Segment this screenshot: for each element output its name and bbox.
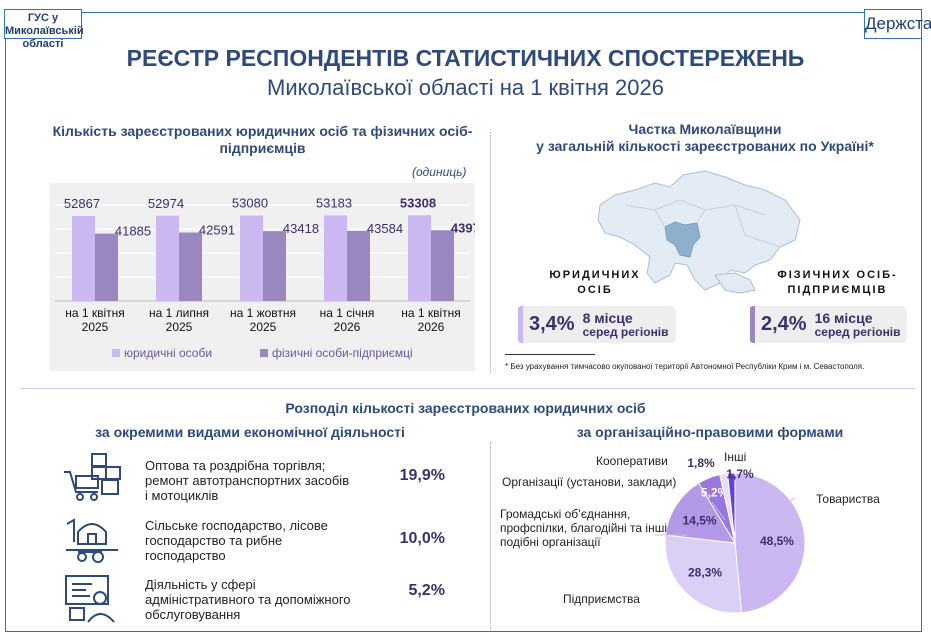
bar-fop: [179, 232, 202, 301]
bar-legal: [240, 215, 263, 301]
data-label: 43584: [367, 221, 403, 236]
pie-label-tovarystva: Товариства: [816, 492, 880, 506]
x-tick-label: 2026: [334, 320, 361, 334]
x-tick-label: на 1 квітня: [401, 306, 461, 320]
data-label: 52974: [148, 196, 184, 211]
legal-rank-sub: серед регіонів: [582, 324, 669, 339]
activity-label: Діяльність у сфері адміністративного та …: [145, 577, 351, 622]
data-label: 43978: [451, 220, 475, 235]
bar-fop: [431, 230, 454, 301]
legal-accent: [518, 306, 523, 343]
x-tick-label: 2025: [250, 320, 277, 334]
leader-line: [711, 501, 726, 521]
legal-form-title: за організаційно-правовими формами: [576, 424, 844, 440]
office-worker-icon: [65, 575, 115, 623]
fop-caption-line2: ПІДПРИЄМЦІВ: [787, 284, 888, 296]
section-divider: [20, 388, 915, 389]
x-tick-label: на 1 квітня: [65, 306, 125, 320]
activity-label: Сільське господарство, лісове господарст…: [145, 518, 328, 563]
fop-rank-sub: серед регіонів: [814, 324, 901, 339]
share-title-line2: у загальній кількості зареєстрованих по …: [536, 138, 874, 154]
pie-value-label: 1,8%: [687, 456, 715, 470]
legend-swatch: [260, 349, 268, 357]
x-tick-label: на 1 жовтня: [230, 306, 296, 320]
farm-icon: [66, 518, 118, 563]
page-frame: [5, 12, 922, 632]
pie-slice: [734, 472, 806, 614]
x-tick-label: на 1 липня: [149, 306, 209, 320]
fop-pct: 2,4%: [761, 313, 807, 335]
unit-label: (одиниць): [412, 165, 467, 179]
bar-legal: [156, 215, 179, 301]
pie-slice: [664, 534, 743, 614]
mykolaiv-region: [664, 221, 701, 258]
activity-pct: 19,9%: [399, 467, 445, 484]
fop-share-box: 2,4% 16 місце серед регіонів: [750, 306, 907, 343]
activity-title: за окремими видами економічної діяльност…: [95, 424, 405, 440]
data-label: 42591: [199, 223, 235, 238]
pie-value-label: 28,3%: [688, 565, 722, 579]
share-title: Частка Миколаївщини у загальній кількості…: [505, 121, 905, 155]
bar-fop: [95, 233, 118, 301]
bar-fop: [347, 230, 370, 301]
leader-line: [759, 497, 796, 521]
pie-value-label: 14,5%: [683, 513, 717, 527]
brand-logo: Держстат: [864, 9, 931, 39]
legal-caption-line1: ЮРИДИЧНИХ: [549, 269, 641, 281]
page-title: РЕЄСТР РЕСПОНДЕНТІВ СТАТИСТИЧНИХ СПОСТЕР…: [126, 45, 805, 71]
share-title-line1: Частка Миколаївщини: [628, 121, 782, 137]
activity-label: Оптова та роздрібна торгівля; ремонт авт…: [145, 458, 350, 503]
fop-rank: 16 місце: [814, 309, 873, 326]
org-label: ГУС у Миколаївській області: [4, 9, 84, 50]
legal-caption-line2: ОСІБ: [577, 284, 613, 296]
pie-label-kooperatyvy: Кооперативи: [596, 454, 668, 468]
ukraine-map: [597, 170, 801, 294]
bar-legal: [408, 215, 431, 301]
legal-share-box: 3,4% 8 місце серед регіонів: [518, 306, 676, 343]
pie-label-inshi: Інші: [724, 450, 747, 464]
legal-pct: 3,4%: [529, 313, 575, 335]
pie-label-hromadski: Громадські об’єднання, профспілки, благо…: [500, 507, 667, 549]
data-label: 41885: [115, 224, 151, 239]
x-tick-label: 2025: [166, 320, 193, 334]
x-tick-label: 2026: [418, 320, 445, 334]
bar-legal: [72, 216, 95, 301]
x-tick-label: на 1 січня: [320, 306, 375, 320]
distribution-title: Розподіл кількості зареєстрованих юридич…: [285, 400, 646, 416]
legend-label: фізичні особи-підприємці: [272, 346, 413, 360]
data-label: 53183: [316, 195, 352, 210]
fop-caption-line1: ФІЗИЧНИХ ОСІБ-: [777, 269, 898, 281]
legal-caption: ЮРИДИЧНИХ ОСІБ: [540, 268, 650, 298]
pie-chart: 48,5% 28,3% 14,5% 5,2% 1,8% 1,7%: [655, 456, 806, 614]
divider: [490, 442, 491, 630]
trade-icon: [64, 453, 121, 501]
data-label: 53080: [232, 196, 268, 211]
x-tick-label: 2025: [82, 320, 109, 334]
page-subtitle: Миколаївської області на 1 квітня 2026: [267, 75, 664, 100]
legend-label: юридичні особи: [124, 346, 212, 360]
fop-caption: ФІЗИЧНИХ ОСІБ- ПІДПРИЄМЦІВ: [770, 268, 905, 298]
pie-value-label: 48,5%: [760, 534, 794, 548]
activity-pct: 10,0%: [399, 530, 445, 547]
data-label: 53308: [400, 195, 436, 210]
divider: [490, 132, 491, 372]
legend-swatch: [112, 349, 120, 357]
pie-slice: [726, 472, 736, 544]
pie-slice: [664, 482, 736, 544]
pie-label-orhanizatsii: Організації (установи, заклади): [502, 475, 677, 489]
bar-legal: [324, 215, 347, 301]
data-label: 52867: [64, 196, 100, 211]
pie-value-label: 1,7%: [726, 467, 754, 481]
bar-fop: [263, 231, 286, 301]
pie-value-label: 5,2%: [701, 485, 729, 499]
footnote: * Без урахування тимчасово окупованої те…: [505, 362, 865, 371]
pie-label-pidpryiemstva: Підприємства: [563, 592, 640, 606]
footnote-rule: [505, 354, 595, 355]
data-label: 43418: [283, 221, 319, 236]
legal-rank: 8 місце: [582, 309, 633, 326]
bar-chart-title: Кількість зареєстрованих юридичних осіб …: [52, 123, 473, 156]
fop-accent: [750, 306, 755, 343]
activity-pct: 5,2%: [408, 582, 445, 599]
